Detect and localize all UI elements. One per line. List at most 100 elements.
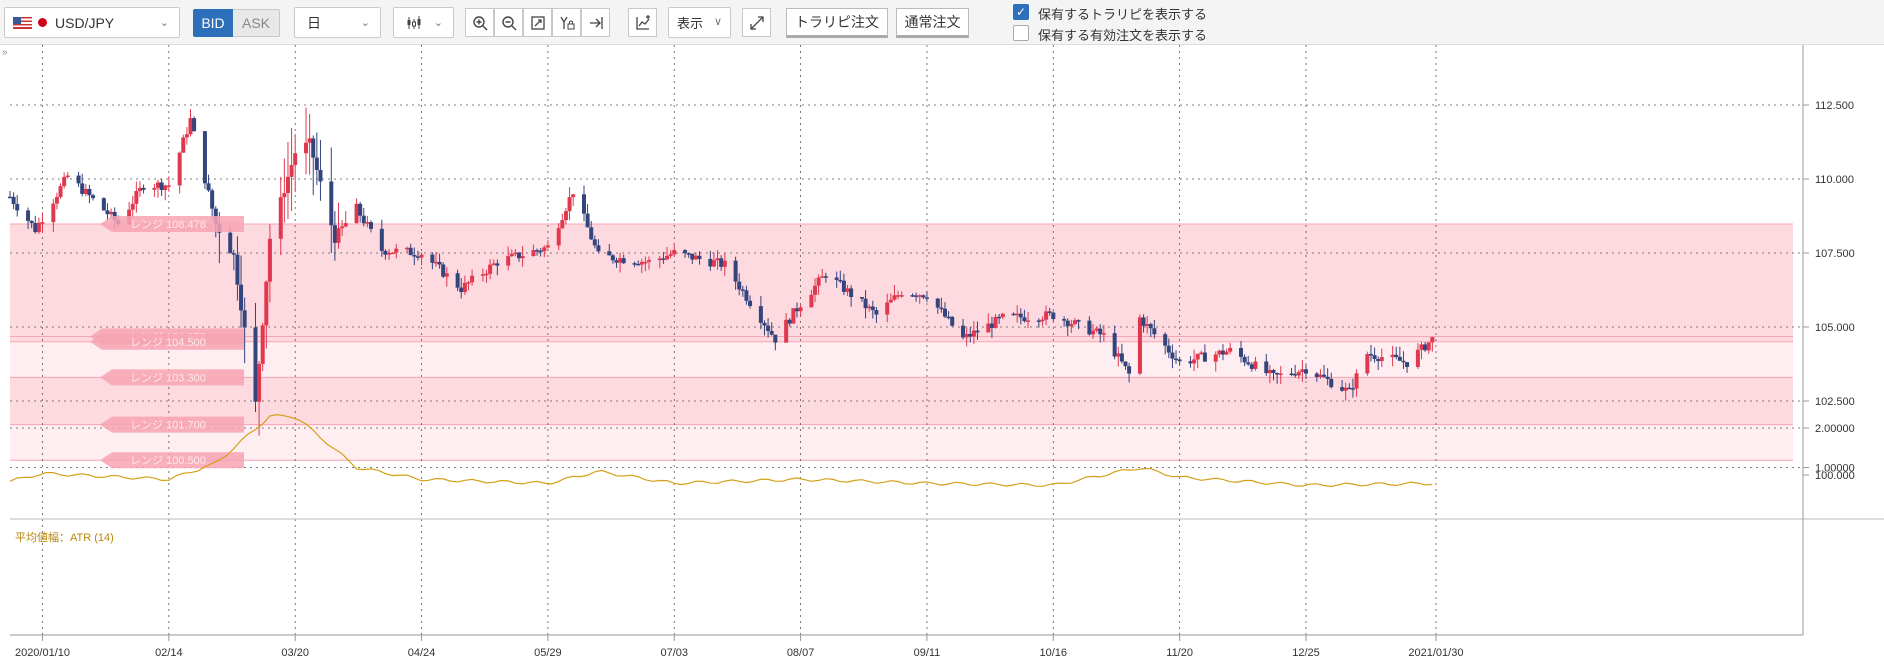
candle bbox=[740, 289, 745, 291]
display-menu-button[interactable]: 表示 ∨ bbox=[668, 7, 731, 38]
candle bbox=[946, 316, 951, 319]
candle bbox=[668, 254, 673, 256]
fullscreen-button[interactable] bbox=[742, 8, 771, 37]
candle bbox=[1314, 373, 1319, 377]
add-indicator-button[interactable] bbox=[628, 8, 657, 37]
candle bbox=[1220, 350, 1225, 355]
candle bbox=[369, 222, 373, 229]
candle bbox=[1239, 347, 1244, 357]
candle bbox=[1368, 354, 1373, 356]
candle bbox=[412, 255, 417, 257]
date-tick-label: 10/16 bbox=[1040, 647, 1068, 659]
show-orders-checkbox[interactable] bbox=[1013, 25, 1029, 41]
candle bbox=[289, 165, 294, 177]
candle bbox=[693, 255, 698, 260]
candle bbox=[83, 188, 88, 194]
candle bbox=[686, 253, 691, 255]
candle bbox=[535, 250, 540, 252]
zoom-out-button[interactable] bbox=[494, 8, 523, 37]
show-traps-checkbox[interactable]: ✓ bbox=[1013, 4, 1029, 20]
candle bbox=[166, 185, 171, 187]
trap-repeat-order-button[interactable]: トラリピ注文 bbox=[786, 8, 888, 38]
candle bbox=[874, 310, 879, 315]
candle bbox=[202, 131, 207, 184]
fit-view-button[interactable] bbox=[523, 8, 552, 37]
candle bbox=[1217, 350, 1222, 355]
candle bbox=[1036, 320, 1041, 322]
candle bbox=[1026, 320, 1031, 322]
jump-to-latest-button[interactable] bbox=[581, 8, 610, 37]
candle bbox=[33, 223, 38, 233]
candle bbox=[307, 138, 312, 143]
candle bbox=[1192, 359, 1197, 364]
candle bbox=[1094, 328, 1099, 331]
candle bbox=[1325, 376, 1330, 379]
candle bbox=[408, 247, 413, 256]
candle bbox=[1188, 361, 1193, 364]
date-tick-label: 2021/01/30 bbox=[1408, 647, 1463, 659]
collapse-panel-icon[interactable]: » bbox=[2, 47, 8, 58]
price-lock-button[interactable] bbox=[552, 8, 581, 37]
candle bbox=[993, 316, 998, 328]
candle bbox=[639, 261, 644, 265]
candle bbox=[636, 263, 641, 266]
show-orders-label: 保有する有効注文を表示する bbox=[1038, 28, 1208, 43]
candle bbox=[444, 273, 449, 277]
candle bbox=[488, 264, 493, 274]
candle bbox=[1271, 370, 1276, 374]
candle bbox=[112, 211, 117, 221]
normal-order-button[interactable]: 通常注文 bbox=[896, 8, 969, 38]
market-status-dot-icon bbox=[38, 18, 47, 27]
candle bbox=[231, 253, 236, 255]
zoom-in-button[interactable] bbox=[465, 8, 494, 37]
chevron-down-icon: ⌄ bbox=[360, 17, 370, 29]
candle bbox=[293, 153, 298, 166]
candle bbox=[80, 183, 85, 194]
candle bbox=[1202, 352, 1207, 362]
candle bbox=[748, 300, 753, 307]
candle bbox=[87, 188, 92, 196]
range-tag bbox=[90, 333, 244, 350]
candle bbox=[65, 175, 70, 178]
price-tick-label: 112.500 bbox=[1815, 100, 1854, 112]
candle bbox=[1195, 353, 1200, 360]
candle bbox=[581, 194, 586, 214]
candle bbox=[1347, 387, 1352, 390]
candle bbox=[184, 134, 189, 138]
ask-toggle[interactable]: ASK bbox=[233, 9, 280, 37]
candle bbox=[76, 175, 81, 184]
candle bbox=[1087, 320, 1092, 335]
chart-type-selector[interactable]: ⌄ bbox=[393, 7, 454, 38]
candle bbox=[466, 282, 471, 284]
candle bbox=[1112, 333, 1117, 357]
candle bbox=[1343, 387, 1348, 391]
candle bbox=[556, 228, 561, 246]
candle bbox=[11, 196, 16, 205]
candle bbox=[152, 187, 157, 190]
candle bbox=[892, 295, 897, 300]
candle bbox=[343, 223, 348, 227]
candle bbox=[1145, 324, 1150, 326]
candle bbox=[390, 252, 395, 255]
candle bbox=[585, 213, 590, 228]
timeframe-selector[interactable]: 日 ⌄ bbox=[294, 7, 381, 38]
candle bbox=[1394, 354, 1399, 357]
candle bbox=[1253, 361, 1258, 369]
candle bbox=[210, 190, 215, 209]
candle bbox=[181, 137, 186, 153]
candle bbox=[769, 330, 774, 335]
candle bbox=[314, 157, 319, 170]
candle bbox=[1116, 353, 1121, 357]
candle bbox=[917, 295, 922, 297]
bid-toggle[interactable]: BID bbox=[193, 9, 233, 37]
double-chevron-down-icon: ∨ bbox=[713, 16, 722, 28]
range-tag-label: レンジ 101.700 bbox=[130, 420, 206, 432]
candle bbox=[708, 258, 713, 267]
candle bbox=[206, 183, 211, 191]
candle bbox=[462, 282, 467, 293]
symbol-selector[interactable]: USD/JPY ⌄ bbox=[4, 7, 180, 38]
candle bbox=[156, 182, 161, 188]
candle bbox=[614, 260, 619, 263]
candle bbox=[1123, 361, 1128, 367]
